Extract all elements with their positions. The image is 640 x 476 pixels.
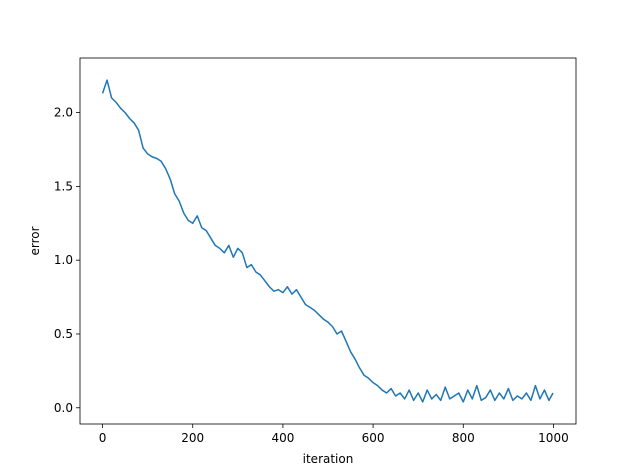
y-tick-label: 1.0 — [54, 253, 73, 267]
x-tick-label: 0 — [99, 431, 107, 445]
line-series — [101, 79, 554, 403]
y-axis-label: error — [28, 226, 42, 255]
y-tick-label: 1.5 — [54, 179, 73, 193]
y-tick-label: 2.0 — [54, 106, 73, 120]
x-tick-label: 1000 — [538, 431, 569, 445]
plot-frame — [79, 57, 577, 425]
x-tick-label: 800 — [452, 431, 475, 445]
x-axis-label: iteration — [303, 452, 354, 466]
y-tick-label: 0.5 — [54, 327, 73, 341]
y-tick-label: 0.0 — [54, 401, 73, 415]
x-tick-label: 600 — [362, 431, 385, 445]
x-tick-label: 200 — [181, 431, 204, 445]
x-tick-label: 400 — [271, 431, 294, 445]
